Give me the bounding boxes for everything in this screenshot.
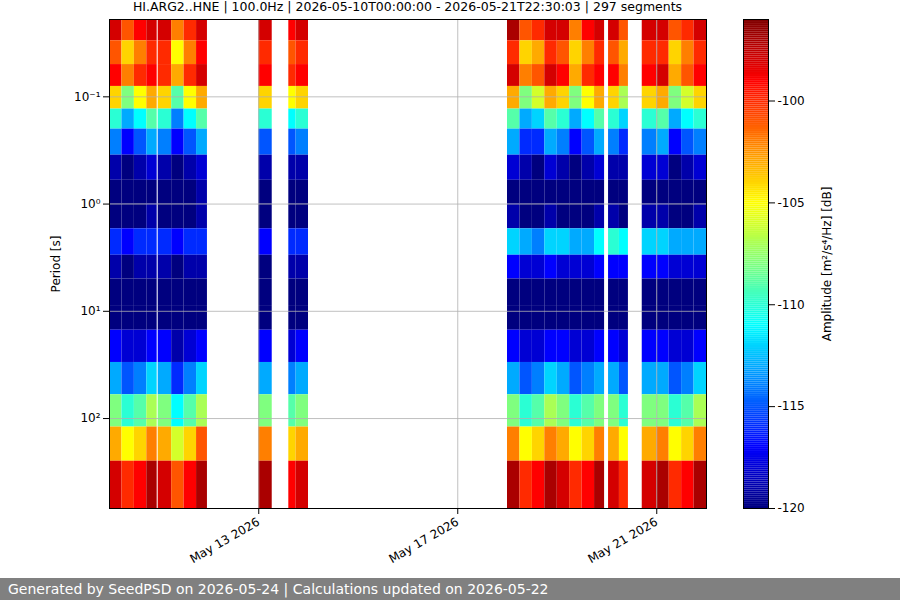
svg-text:May 17 2026: May 17 2026 (386, 515, 461, 566)
svg-text:10²: 10² (80, 411, 100, 425)
svg-text:May 21 2026: May 21 2026 (585, 515, 660, 566)
svg-text:May 13 2026: May 13 2026 (187, 515, 262, 566)
svg-text:10⁰: 10⁰ (80, 197, 100, 211)
svg-text:-120: -120 (778, 501, 805, 515)
svg-text:-100: -100 (778, 94, 805, 108)
html-text:HI.ARG2..HNE | 100.0Hz | 2026-: HI.ARG2..HNE | 100.0Hz | 2026-05-10T00:0… (132, 0, 683, 14)
svg-text:-115: -115 (778, 399, 805, 413)
svg-text:-105: -105 (778, 196, 805, 210)
svg-text:Amplitude [m²/s⁴/Hz] [dB]: Amplitude [m²/s⁴/Hz] [dB] (820, 187, 834, 342)
svg-text:10¹: 10¹ (80, 304, 100, 318)
html-text:Generated by SeedPSD on 2026-0: Generated by SeedPSD on 2026-05-24 | Cal… (8, 581, 549, 597)
svg-text:10⁻¹: 10⁻¹ (74, 90, 101, 104)
svg-text:Period [s]: Period [s] (49, 236, 63, 293)
svg-text:-110: -110 (778, 298, 805, 312)
